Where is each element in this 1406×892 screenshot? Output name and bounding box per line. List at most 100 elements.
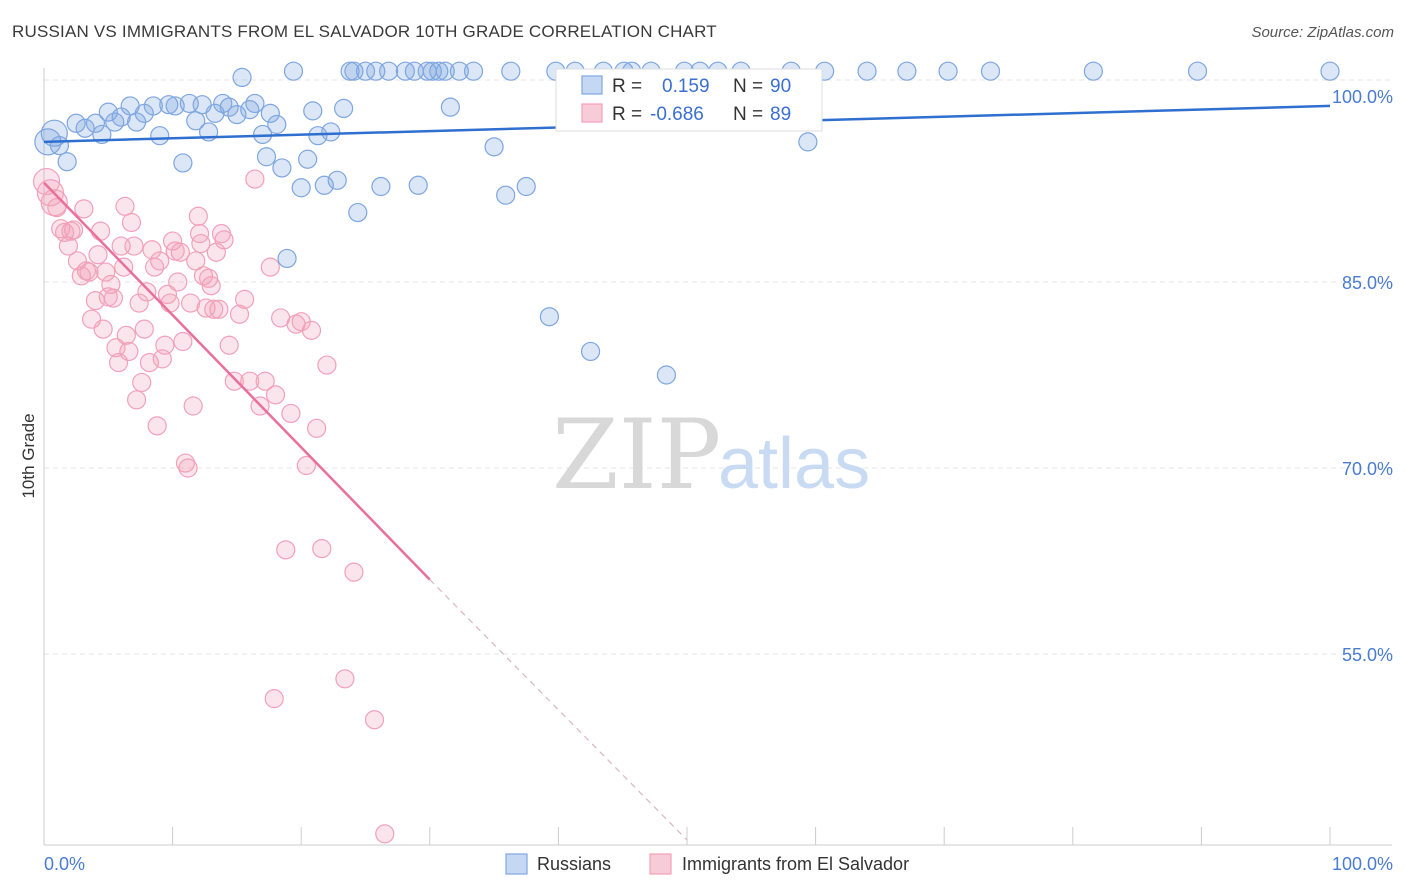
data-point bbox=[126, 390, 147, 410]
data-point bbox=[344, 562, 364, 582]
y-tick-label: 85.0% bbox=[1342, 273, 1393, 293]
data-point bbox=[435, 61, 455, 81]
watermark-atlas: atlas bbox=[718, 424, 870, 504]
data-point bbox=[90, 221, 111, 241]
data-point bbox=[938, 61, 958, 81]
data-point bbox=[160, 293, 180, 313]
data-point bbox=[539, 307, 559, 327]
data-point bbox=[264, 689, 284, 709]
data-point bbox=[301, 320, 322, 340]
data-point bbox=[96, 262, 116, 282]
chart-source: Source: ZipAtlas.com bbox=[1251, 24, 1394, 41]
grid bbox=[44, 79, 1392, 655]
legend-immigrants-label: Immigrants from El Salvador bbox=[682, 854, 909, 874]
data-point bbox=[205, 103, 225, 123]
y-tick-label: 100.0% bbox=[1332, 87, 1393, 107]
data-point bbox=[256, 147, 277, 167]
data-point bbox=[232, 67, 252, 88]
data-point bbox=[334, 98, 354, 119]
stats-n-label-2: N = bbox=[733, 104, 763, 125]
data-point bbox=[265, 385, 286, 405]
data-point bbox=[188, 206, 208, 226]
data-point bbox=[501, 61, 521, 81]
data-point bbox=[516, 176, 536, 197]
data-point bbox=[105, 112, 125, 132]
data-point bbox=[106, 338, 126, 358]
y-tick-label: 70.0% bbox=[1342, 459, 1393, 479]
stats-immigrants-swatch bbox=[581, 103, 603, 123]
data-point bbox=[235, 289, 255, 309]
trend-line-immigrants-extension bbox=[429, 579, 688, 841]
data-point bbox=[267, 114, 287, 135]
data-point bbox=[98, 102, 118, 122]
y-axis-label: 10th Grade bbox=[19, 413, 38, 498]
bottom-legend: Russians Immigrants from El Salvador bbox=[505, 853, 909, 875]
stats-legend: R = 0.159 N = 90 R = -0.686 N = 89 bbox=[555, 68, 823, 132]
data-point bbox=[85, 113, 106, 133]
data-point bbox=[1320, 61, 1340, 81]
data-point bbox=[144, 257, 165, 277]
data-point bbox=[449, 61, 469, 81]
data-point bbox=[260, 257, 280, 277]
data-point bbox=[321, 122, 341, 142]
series-immigrants-points bbox=[32, 167, 395, 844]
data-point bbox=[484, 137, 504, 157]
data-point bbox=[656, 365, 677, 385]
data-point bbox=[191, 233, 211, 254]
data-point bbox=[1083, 61, 1103, 81]
data-point bbox=[219, 335, 239, 355]
data-point bbox=[276, 540, 296, 560]
data-point bbox=[74, 199, 94, 219]
data-point bbox=[159, 95, 179, 115]
data-point bbox=[277, 248, 297, 269]
data-point bbox=[240, 371, 260, 391]
data-point bbox=[897, 61, 917, 81]
data-point bbox=[134, 319, 154, 339]
data-point bbox=[119, 341, 139, 362]
stats-r-label-2: R = bbox=[612, 104, 642, 125]
data-point bbox=[165, 96, 185, 116]
data-point bbox=[371, 176, 391, 197]
data-point bbox=[137, 282, 157, 302]
stats-russians-swatch bbox=[581, 75, 603, 95]
data-point bbox=[344, 61, 364, 81]
data-point bbox=[281, 403, 301, 424]
data-point bbox=[173, 331, 193, 352]
data-point bbox=[355, 61, 376, 81]
data-point bbox=[116, 325, 136, 345]
data-point bbox=[170, 242, 190, 262]
data-point bbox=[229, 304, 250, 324]
data-point bbox=[245, 93, 265, 114]
data-point bbox=[312, 538, 332, 559]
data-point bbox=[129, 293, 149, 313]
data-point bbox=[798, 132, 818, 152]
data-point bbox=[283, 61, 304, 81]
data-point bbox=[168, 272, 188, 292]
legend-russians-swatch bbox=[505, 853, 528, 875]
legend-immigrants-swatch bbox=[649, 853, 672, 875]
data-point bbox=[314, 175, 334, 195]
data-point bbox=[121, 212, 142, 233]
x-tick-label: 100.0% bbox=[1332, 854, 1393, 874]
data-point bbox=[183, 396, 203, 416]
data-point bbox=[124, 236, 144, 256]
stats-r-label-1: R = bbox=[612, 76, 642, 97]
data-point bbox=[224, 371, 244, 391]
data-point bbox=[190, 224, 210, 244]
data-point bbox=[260, 103, 280, 123]
legend-russians-label: Russians bbox=[537, 854, 611, 874]
data-point bbox=[335, 669, 355, 689]
data-point bbox=[93, 319, 113, 339]
data-point bbox=[463, 61, 484, 81]
data-point bbox=[88, 245, 108, 265]
data-point bbox=[375, 824, 395, 844]
data-point bbox=[201, 276, 221, 296]
data-point bbox=[227, 104, 247, 125]
chart-title: RUSSIAN VS IMMIGRANTS FROM EL SALVADOR 1… bbox=[12, 22, 717, 41]
data-point bbox=[240, 100, 260, 120]
data-point bbox=[1187, 61, 1208, 81]
data-point bbox=[291, 178, 311, 198]
data-point bbox=[214, 230, 234, 250]
data-point bbox=[245, 169, 265, 189]
data-point bbox=[364, 710, 385, 730]
